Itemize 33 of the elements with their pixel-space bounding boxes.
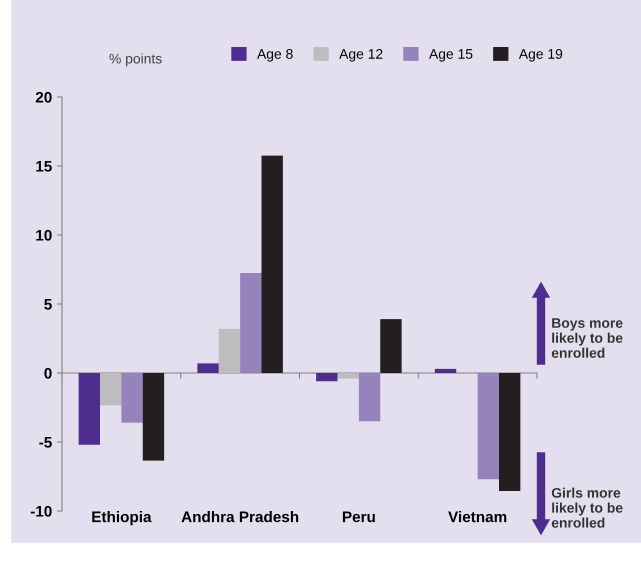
bar (78, 373, 100, 445)
bar (240, 272, 262, 373)
bar (142, 373, 164, 461)
bar (262, 156, 283, 373)
bar (121, 373, 143, 423)
bar (478, 373, 499, 480)
x-tick-label: Ethiopia (92, 511, 152, 526)
y-tick-label: 10 (36, 230, 52, 241)
legend-label: Age 15 (429, 49, 472, 62)
text: Boys more likely to be enrolled (552, 318, 623, 358)
text: Girls more likely to be enrolled (552, 488, 623, 528)
bar (499, 373, 520, 491)
bar (380, 319, 402, 373)
bar (218, 328, 240, 373)
bar (197, 363, 219, 373)
y-tick-label: 20 (36, 92, 52, 103)
x-tick-label: Andhra Pradesh (182, 511, 298, 522)
y-tick-label: 15 (36, 161, 52, 172)
legend-label: Age 19 (518, 49, 562, 62)
bar (434, 368, 456, 373)
y-tick-label: 5 (44, 299, 52, 310)
x-tick-label: Vietnam (448, 511, 506, 522)
legend-label: Age 8 (257, 49, 293, 62)
y-tick-label: -5 (39, 437, 52, 448)
y-tick-label: 0 (44, 368, 52, 379)
bar (316, 373, 338, 382)
y-tick-label: -10 (30, 506, 52, 517)
bar (358, 373, 380, 422)
y-axis-title: % points (109, 53, 162, 66)
bar (338, 373, 359, 379)
x-tick-label: Peru (342, 512, 375, 522)
legend-label: Age 12 (339, 49, 382, 62)
bar (100, 373, 122, 406)
